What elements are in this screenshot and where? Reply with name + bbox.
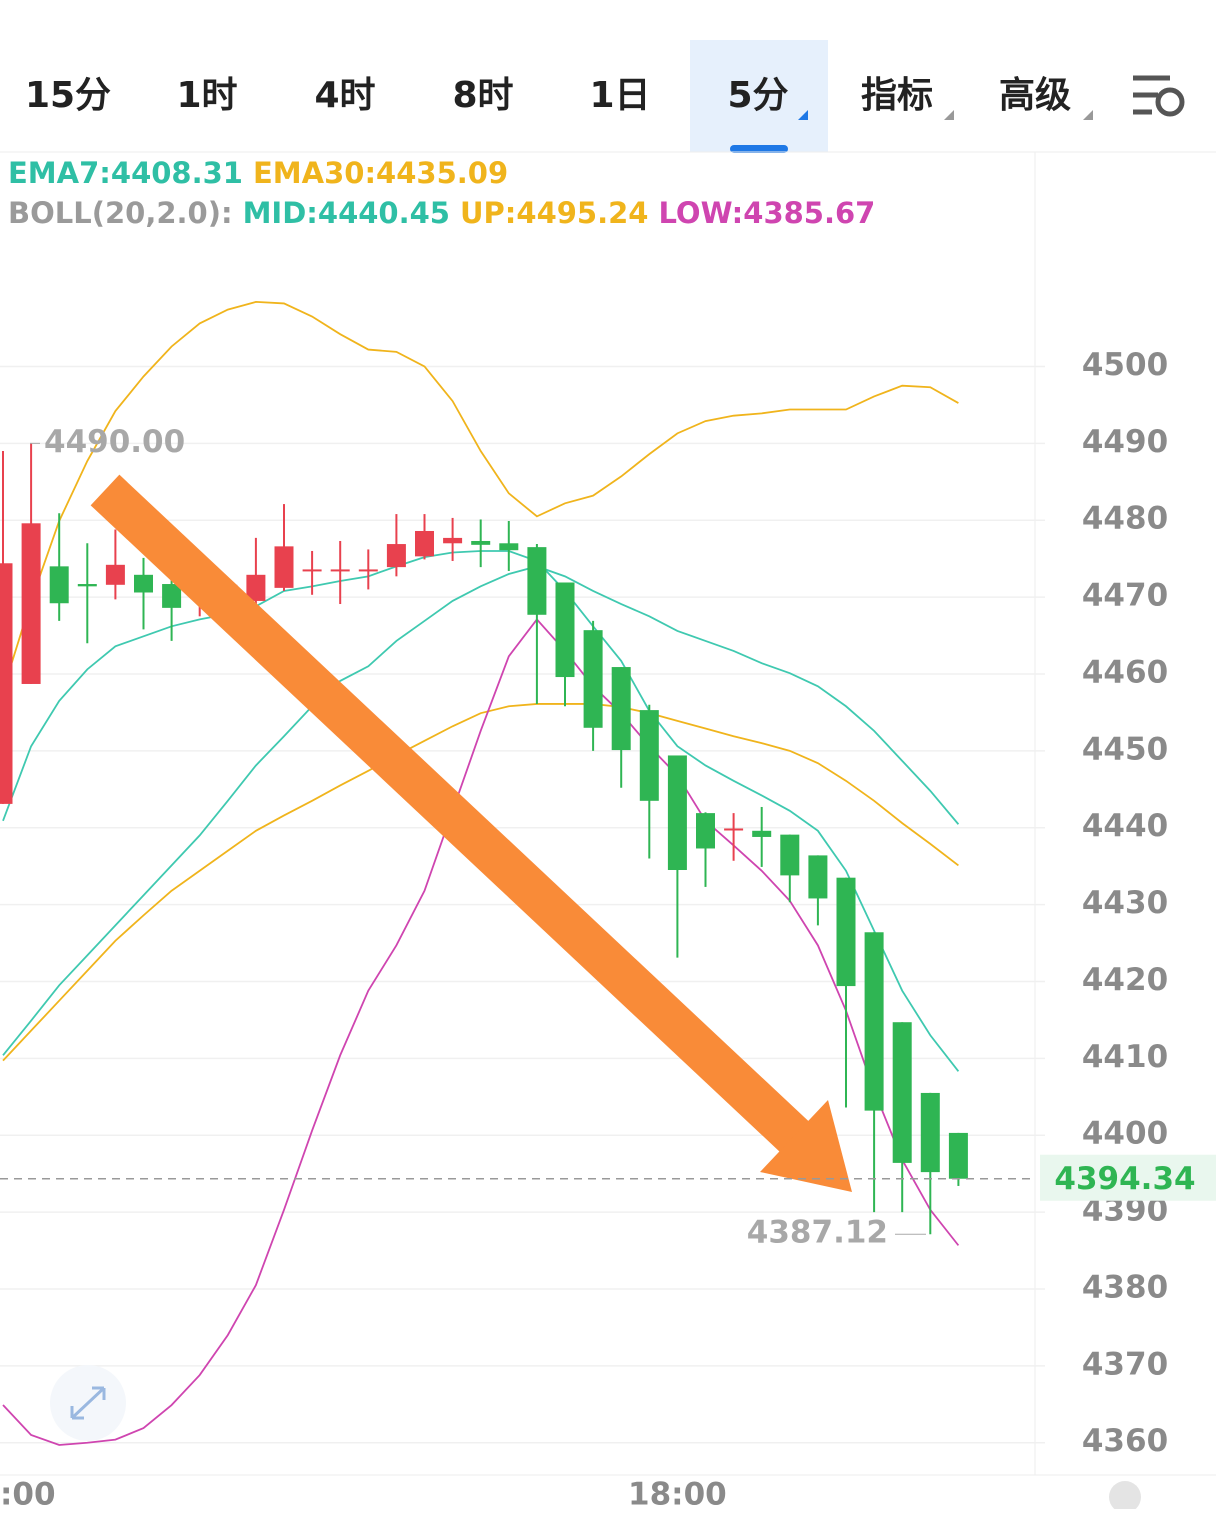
tab-caret (798, 110, 808, 120)
indicator-value: EMA30:4435.09 (253, 156, 508, 190)
candle-body (892, 1022, 912, 1163)
indicator-line (2, 300, 959, 692)
x-tick-label: 18:00 (628, 1477, 727, 1510)
x-tick-label: :00 (0, 1477, 56, 1510)
candle-body (836, 877, 856, 987)
indicator-line (2, 703, 959, 1062)
y-tick-label: 4490 (1082, 424, 1168, 460)
indicator-line (2, 565, 960, 1056)
high-marker-label: 4490.00 (44, 424, 185, 460)
y-tick-label: 4440 (1082, 808, 1168, 844)
candle-body (696, 813, 715, 849)
expand-button[interactable] (50, 1365, 126, 1441)
y-tick-label: 4360 (1082, 1423, 1168, 1459)
candle-body (527, 547, 547, 615)
trend-arrow (90, 474, 852, 1192)
active-tab-bg (690, 40, 828, 152)
tab-caret (1083, 110, 1093, 120)
tab[interactable]: 8时 (452, 75, 513, 116)
indicator-line (2, 617, 960, 1446)
candle-body (49, 566, 69, 604)
indicator-legend: BOLL(20,2.0): MID:4440.45 UP:4495.24 LOW:43… (8, 196, 875, 230)
candle-body (471, 540, 491, 545)
active-tab-underline (730, 145, 788, 153)
settings-icon[interactable] (1133, 75, 1185, 117)
indicator-value: MID:4440.45 (243, 196, 450, 230)
candle-body (386, 544, 406, 568)
y-tick-label: 4500 (1082, 347, 1168, 383)
y-tick-label: 4450 (1082, 731, 1168, 767)
candle-body (724, 828, 744, 831)
last-price-label: 4394.34 (1054, 1161, 1195, 1197)
tab[interactable]: 高级 (999, 75, 1071, 116)
candle-body (302, 569, 322, 572)
candle-body (611, 667, 631, 751)
tab-caret (944, 110, 954, 120)
candle-body (583, 630, 603, 728)
indicator-legend: EMA7:4408.31 EMA30:4435.09 (8, 156, 508, 190)
candle-body (415, 530, 434, 557)
candle-body (77, 584, 97, 587)
tab[interactable]: 4时 (314, 75, 375, 116)
candle-body (920, 1092, 940, 1173)
indicator-line (2, 550, 960, 1072)
tab[interactable]: 5分 (727, 75, 788, 116)
candle-body (780, 834, 800, 876)
y-tick-label: 4480 (1082, 501, 1168, 537)
candle-body (443, 537, 463, 544)
indicator-value: EMA7:4408.31 (8, 156, 243, 190)
candle-body (134, 574, 153, 593)
candle-body (0, 563, 13, 804)
y-tick-label: 4400 (1082, 1116, 1168, 1152)
candle-body (555, 582, 575, 678)
candle-body (752, 830, 772, 837)
candle-body (162, 584, 182, 608)
indicator-value: UP:4495.24 (460, 196, 649, 230)
low-marker-label: 4387.12 (747, 1215, 888, 1251)
y-tick-label: 4460 (1082, 654, 1168, 690)
y-tick-label: 4370 (1082, 1346, 1168, 1382)
last-price-box (1040, 1154, 1216, 1201)
logo (1109, 1481, 1141, 1513)
y-tick-label: 4410 (1082, 1039, 1168, 1075)
candle-body (21, 523, 41, 684)
candle-body (330, 569, 350, 572)
tab[interactable]: 指标 (861, 75, 933, 116)
tab[interactable]: 1时 (176, 75, 237, 116)
indicator-value: LOW:4385.67 (658, 196, 875, 230)
candle-body (864, 932, 884, 1111)
indicator-value: BOLL(20,2.0): (8, 196, 233, 230)
candle-body (499, 543, 519, 551)
candle-body (105, 564, 125, 585)
candle-body (274, 546, 294, 588)
candle-body (808, 855, 828, 899)
candle-body (639, 710, 659, 801)
candle-body (667, 755, 687, 871)
tab[interactable]: 1日 (589, 75, 650, 116)
y-tick-label: 4430 (1082, 885, 1168, 921)
y-tick-label: 4470 (1082, 578, 1168, 614)
tab[interactable]: 15分 (25, 75, 111, 116)
y-tick-label: 4380 (1082, 1269, 1168, 1305)
candle-body (948, 1132, 968, 1179)
candle-body (358, 569, 378, 572)
y-tick-label: 4420 (1082, 962, 1168, 998)
candle-body (246, 574, 266, 601)
